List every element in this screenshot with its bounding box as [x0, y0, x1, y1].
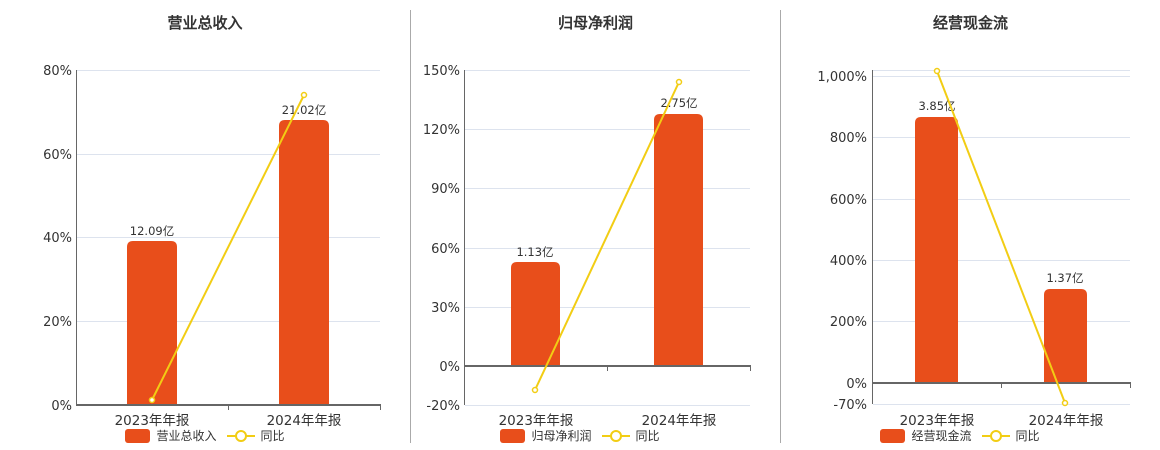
legend-bar-swatch[interactable]	[500, 428, 526, 443]
svg-text:2023年年报: 2023年年报	[115, 413, 190, 429]
legend-wrapper-operating-cash-flow: 经营现金流 同比	[760, 0, 1160, 450]
x-axis-labels: 2023年年报 2024年年报	[115, 413, 342, 429]
legend-line-label[interactable]: 同比	[635, 429, 660, 443]
chart-legend: 营业总收入 同比	[0, 427, 410, 444]
svg-text:80%: 80%	[43, 64, 72, 79]
chart-legend: 归母净利润 同比	[380, 427, 780, 444]
yoy-point-2023[interactable]	[148, 396, 156, 404]
legend-line-label[interactable]: 同比	[1015, 429, 1040, 443]
yoy-point-2024[interactable]	[300, 91, 308, 99]
panel-divider	[780, 10, 781, 443]
legend-bar-label[interactable]: 经营现金流	[911, 429, 972, 443]
chart-legend: 经营现金流 同比	[760, 427, 1160, 444]
yoy-line	[151, 94, 305, 401]
svg-text:60%: 60%	[43, 148, 72, 163]
bar-2023[interactable]	[127, 241, 177, 405]
gridlines	[77, 70, 380, 322]
bar-2024[interactable]	[279, 120, 329, 405]
bar-label-2024: 21.02亿	[282, 103, 326, 117]
legend-line-label[interactable]: 同比	[260, 429, 285, 443]
chart-title: 经营现金流	[932, 14, 1008, 32]
chart-title: 归母净利润	[557, 14, 633, 32]
legend-bar-label[interactable]: 归母净利润	[531, 429, 592, 443]
legend-bar-swatch[interactable]	[125, 428, 151, 443]
svg-text:2024年年报: 2024年年报	[267, 413, 342, 429]
legend-line-icon[interactable]	[981, 429, 1010, 443]
bar-label-2023: 12.09亿	[130, 224, 174, 238]
chart-panel-net-profit: 归母净利润	[411, 0, 780, 450]
chart-plot: 80% 60% 40% 20% 0% 12.09亿 21.02亿 2023年年报…	[43, 64, 381, 429]
legend-wrapper-net-profit: 归母净利润 同比	[380, 0, 780, 450]
chart-title: 营业总收入	[167, 14, 243, 32]
svg-text:0%: 0%	[51, 399, 72, 414]
chart-panel-revenue: 营业总收入 80% 60% 40% 20% 0% 12.09亿 21.02亿	[0, 0, 410, 450]
legend-line-icon[interactable]	[601, 429, 630, 443]
chart-panel-operating-cash-flow: 经营现金流	[781, 0, 1160, 450]
svg-text:20%: 20%	[43, 315, 72, 330]
legend-line-icon[interactable]	[226, 429, 255, 443]
panel-divider	[410, 10, 411, 443]
svg-text:40%: 40%	[43, 231, 72, 246]
y-axis-labels: 80% 60% 40% 20% 0%	[43, 64, 72, 414]
legend-bar-swatch[interactable]	[880, 428, 906, 443]
legend-bar-label[interactable]: 营业总收入	[156, 429, 217, 443]
